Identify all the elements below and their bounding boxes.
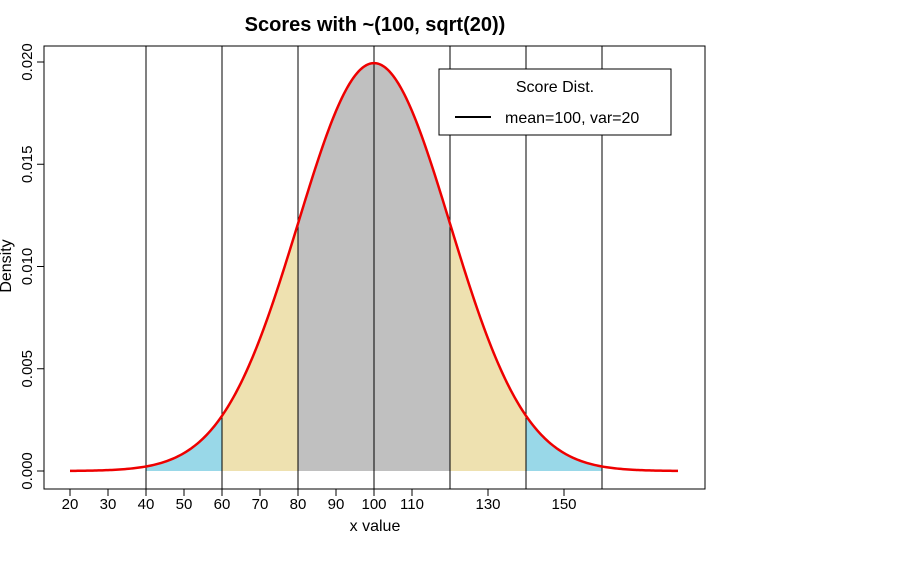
y-axis: 0.000 0.005 0.010 0.015 0.020 xyxy=(19,43,45,490)
chart-title: Scores with ~(100, sqrt(20)) xyxy=(245,14,506,36)
x-tick-label-100: 100 xyxy=(361,496,386,513)
density-curve xyxy=(69,61,679,473)
x-tick-label-40: 40 xyxy=(138,496,155,513)
legend-title: Score Dist. xyxy=(516,79,594,96)
y-axis-label: Density xyxy=(0,239,15,292)
y-tick-label-2: 0.010 xyxy=(19,248,36,286)
legend-entry: mean=100, var=20 xyxy=(505,110,639,127)
legend-box xyxy=(438,68,672,136)
shaded-region-0 xyxy=(146,415,222,471)
x-axis-label: x value xyxy=(350,518,401,535)
x-tick-label-150: 150 xyxy=(551,496,576,513)
x-tick-label-50: 50 xyxy=(176,496,193,513)
x-tick-label-70: 70 xyxy=(252,496,269,513)
x-tick-label-80: 80 xyxy=(290,496,307,513)
legend: Score Dist. mean=100, var=20 xyxy=(438,68,672,136)
y-tick-label-3: 0.015 xyxy=(19,146,36,184)
y-tick-label-4: 0.020 xyxy=(19,43,36,81)
x-tick-label-130: 130 xyxy=(475,496,500,513)
y-tick-label-1: 0.005 xyxy=(19,350,36,388)
x-tick-label-20: 20 xyxy=(62,496,79,513)
shaded-region-4 xyxy=(526,415,602,471)
x-tick-label-30: 30 xyxy=(100,496,117,513)
y-tick-label-0: 0.000 xyxy=(19,452,36,490)
x-tick-label-60: 60 xyxy=(214,496,231,513)
x-tick-label-110: 110 xyxy=(400,496,424,513)
x-tick-label-90: 90 xyxy=(328,496,345,513)
x-axis: 20 30 40 50 60 70 80 90 100 110 130 150 xyxy=(62,488,577,513)
